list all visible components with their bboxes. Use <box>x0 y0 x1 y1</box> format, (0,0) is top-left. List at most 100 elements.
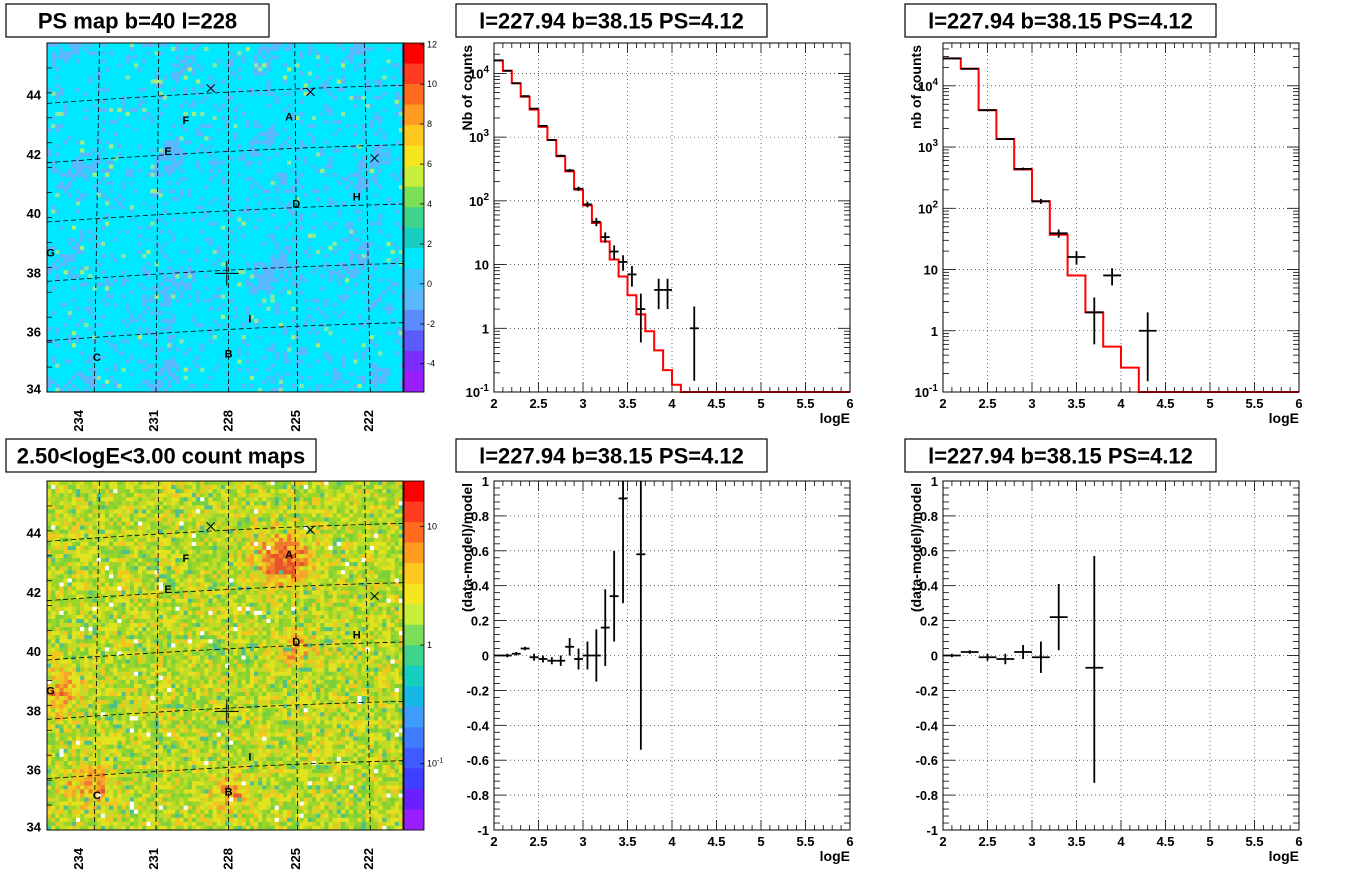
source-marker-b: B <box>225 349 233 361</box>
x-tick-label: 6 <box>846 396 853 411</box>
x-tick-label: 3.5 <box>1067 834 1085 849</box>
x-axis-label: logE <box>1269 848 1299 864</box>
longitude-tick-label: 234 <box>71 409 86 431</box>
chart-panel-2: 2 2.5 3 3.5 4 4.5 5 5.5 610410310210110-1logEnb … <box>908 42 1303 426</box>
x-tick-label: 4 <box>668 834 676 849</box>
y-tick-label: -0.8 <box>467 788 489 803</box>
source-marker-d: D <box>292 199 300 211</box>
colorbar-cell <box>404 84 424 106</box>
latitude-tick-label: 40 <box>27 206 41 221</box>
latitude-line <box>46 203 404 223</box>
y-tick-label: 103 <box>918 138 938 155</box>
colorbar-tick-label: 12 <box>427 40 437 50</box>
x-tick-label: 3 <box>579 396 586 411</box>
x-tick-label: 2 <box>490 834 497 849</box>
colorbar-cell <box>404 768 424 790</box>
colorbar-cell <box>404 309 424 331</box>
x-tick-label: 5.5 <box>1245 834 1263 849</box>
x-tick-label: 2.5 <box>978 396 996 411</box>
latitude-line <box>46 322 404 342</box>
grid <box>494 43 850 392</box>
colorbar-cell <box>404 604 424 626</box>
grid <box>943 481 1299 830</box>
colorbar-cell <box>404 63 424 85</box>
skymap-pixels <box>47 43 404 393</box>
colorbar-tick-label: 4 <box>427 199 432 209</box>
chart-panel-3: 2 2.5 3 3.5 4 4.5 5 5.5 6 1 0.8 0.6 0.4 0.2 0 -0.2 -0.4 -… <box>459 474 854 864</box>
chart-panel-4: 2 2.5 3 3.5 4 4.5 5 5.5 6 1 0.8 0.6 0.4 0.2 0 -0.2 -0.4 -… <box>908 474 1303 864</box>
colorbar-cell <box>404 542 424 564</box>
x-tick-label: 3.5 <box>1067 396 1085 411</box>
colorbar: 10 1 10-1 <box>403 480 443 831</box>
longitude-tick-label: 225 <box>288 848 303 870</box>
y-tick-label: -0.4 <box>467 718 490 733</box>
longitude-tick-label: 225 <box>288 410 303 432</box>
x-tick-label: 2.5 <box>978 834 996 849</box>
map-title-1: PS map b=40 l=228 <box>38 9 237 34</box>
catalog-cross <box>370 153 379 163</box>
longitude-line <box>294 480 299 831</box>
x-tick-label: 4 <box>1117 396 1125 411</box>
y-tick-label: 0.4 <box>920 579 939 594</box>
colorbar-cell <box>404 125 424 147</box>
longitude-tick-label: 228 <box>221 848 236 870</box>
y-tick-label: 10 <box>924 263 938 278</box>
colorbar-cell <box>404 330 424 352</box>
x-tick-label: 2 <box>939 396 946 411</box>
x-tick-label: 4.5 <box>707 834 725 849</box>
x-tick-label: 2 <box>490 396 497 411</box>
longitude-line <box>294 42 299 393</box>
x-tick-label: 3 <box>579 834 586 849</box>
y-tick-label: -0.8 <box>916 788 938 803</box>
source-marker-e: E <box>164 146 171 158</box>
colorbar-cell <box>404 166 424 188</box>
source-marker-g: G <box>46 247 55 259</box>
chart-title-4-box <box>904 438 1217 473</box>
longitude-tick-label: 222 <box>361 410 376 432</box>
longitude-line <box>364 42 371 393</box>
y-tick-label: 10-1 <box>466 383 490 400</box>
colorbar-cell <box>404 481 424 503</box>
chart-title-3: l=227.94 b=38.15 PS=4.12 <box>479 444 744 469</box>
source-marker-a: A <box>285 111 293 123</box>
catalog-cross <box>206 84 216 93</box>
y-axis-label: Nb of counts <box>459 45 475 131</box>
x-tick-label: 5 <box>757 396 764 411</box>
longitude-tick-label: 231 <box>146 848 161 870</box>
plot-frame <box>942 480 1300 831</box>
y-tick-label: 1 <box>482 474 489 489</box>
x-tick-label: 3.5 <box>618 396 636 411</box>
colorbar-cell <box>404 248 424 270</box>
colorbar-cell <box>404 186 424 208</box>
colorbar-cell <box>404 645 424 667</box>
longitude-tick-label: 231 <box>146 410 161 432</box>
x-axis-label: logE <box>820 410 850 426</box>
colorbar-cell <box>404 501 424 523</box>
map-title-2-box <box>5 438 317 473</box>
colorbar-frame <box>403 480 425 831</box>
plot-area <box>494 43 850 392</box>
x-tick-label: 2.5 <box>529 396 547 411</box>
y-tick-label: 102 <box>918 199 938 216</box>
colorbar-cell <box>404 268 424 290</box>
target-cross <box>214 699 239 724</box>
target-cross <box>214 261 239 286</box>
x-tick-label: 4 <box>668 396 676 411</box>
y-tick-label: -0.2 <box>916 683 938 698</box>
latitude-tick-label: 38 <box>27 265 41 280</box>
colorbar-tick-label: 0 <box>427 279 432 289</box>
colorbar-cell <box>404 706 424 728</box>
x-tick-label: 4.5 <box>1156 396 1174 411</box>
source-marker-d: D <box>292 637 300 649</box>
y-tick-label: 0.4 <box>471 579 490 594</box>
map-title-2: 2.50<logE<3.00 count maps <box>17 444 306 469</box>
x-tick-label: 5.5 <box>1245 396 1263 411</box>
y-tick-label: -0.2 <box>467 683 489 698</box>
plot-frame <box>942 42 1300 393</box>
y-tick-label: 1 <box>931 324 938 339</box>
latitude-tick-label: 36 <box>27 763 41 778</box>
y-axis-label: (data-model)/model <box>908 483 924 612</box>
colorbar-tick-label: 8 <box>427 119 432 129</box>
